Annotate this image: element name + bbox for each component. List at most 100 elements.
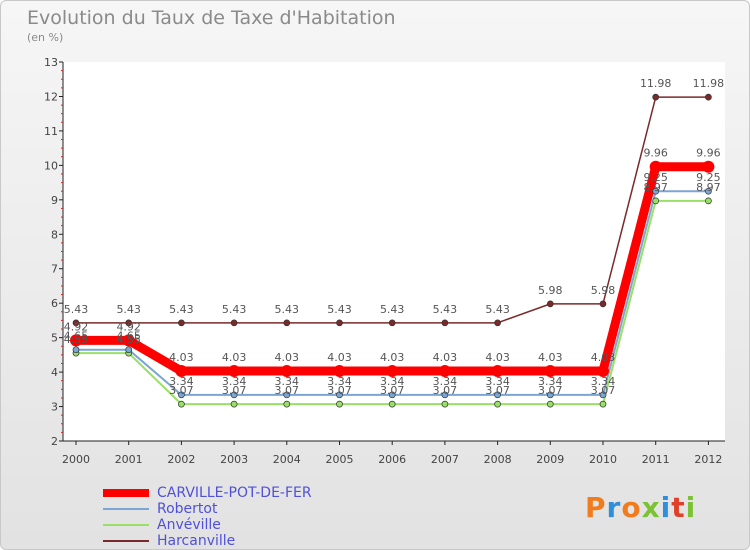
series-point <box>702 160 715 173</box>
series-point <box>280 365 293 378</box>
data-label: 4.55 <box>116 333 141 346</box>
data-label: 3.07 <box>327 384 352 397</box>
series-point <box>125 346 133 354</box>
data-label: 4.03 <box>275 351 300 364</box>
series-point <box>125 319 133 327</box>
x-tick-label: 2008 <box>484 453 512 466</box>
series-point <box>494 400 501 408</box>
y-tick-label: 5 <box>51 332 58 345</box>
y-tick-label: 2 <box>51 435 58 448</box>
data-label: 3.34 <box>169 375 194 388</box>
y-tick-label: 11 <box>44 125 58 138</box>
x-tick-label: 2005 <box>326 453 354 466</box>
data-label: 3.34 <box>591 375 616 388</box>
y-tick-label: 8 <box>51 228 58 241</box>
data-label: 9.96 <box>696 147 721 160</box>
series-point <box>544 365 557 378</box>
data-label: 4.92 <box>116 320 141 333</box>
series-point <box>283 391 291 399</box>
data-label: 3.07 <box>433 384 458 397</box>
x-tick-label: 2009 <box>536 453 564 466</box>
plot-area <box>63 62 725 441</box>
data-label: 5.43 <box>275 303 300 316</box>
data-label: 5.43 <box>380 303 405 316</box>
y-tick-label: 9 <box>51 194 58 207</box>
series-point <box>705 187 712 195</box>
data-label: 3.07 <box>275 384 300 397</box>
data-label: 4.55 <box>64 333 89 346</box>
data-label: 8.97 <box>643 181 668 194</box>
series-point <box>72 319 80 327</box>
data-label: 9.96 <box>643 147 668 160</box>
series-point <box>283 319 291 327</box>
data-label: 9.25 <box>643 171 668 184</box>
series-point <box>441 400 449 408</box>
legend-swatch <box>103 489 149 497</box>
series-point <box>599 391 607 399</box>
series-point <box>546 300 554 308</box>
data-label: 5.43 <box>169 303 194 316</box>
data-label: 4.03 <box>222 351 247 364</box>
data-label: 4.92 <box>64 320 89 333</box>
series-point <box>546 391 554 399</box>
legend-swatch <box>103 524 149 526</box>
data-label: 5.43 <box>433 303 458 316</box>
legend-label: Robertot <box>157 501 218 517</box>
series-point <box>388 400 396 408</box>
legend-label: Anvéville <box>157 517 221 533</box>
series-point <box>230 391 238 399</box>
data-label: 5.43 <box>485 303 510 316</box>
data-label: 4.65 <box>64 330 89 343</box>
x-tick-label: 2007 <box>431 453 459 466</box>
x-tick-label: 2011 <box>642 453 670 466</box>
series-point <box>230 319 238 327</box>
y-tick-label: 12 <box>44 90 58 103</box>
series-point <box>649 160 662 173</box>
chart-title: Evolution du Taux de Taxe d'Habitation <box>27 7 396 29</box>
data-label: 11.98 <box>640 77 672 90</box>
data-label: 4.65 <box>116 330 141 343</box>
data-label: 4.03 <box>485 351 510 364</box>
legend-item: Anvéville <box>103 517 312 533</box>
data-label: 9.25 <box>696 171 721 184</box>
series-point <box>546 400 554 408</box>
data-label: 3.34 <box>380 375 405 388</box>
data-label: 4.03 <box>327 351 352 364</box>
data-label: 4.03 <box>169 351 194 364</box>
data-label: 3.34 <box>485 375 510 388</box>
x-tick-label: 2001 <box>115 453 143 466</box>
data-label: 3.07 <box>591 384 616 397</box>
data-label: 3.34 <box>433 375 458 388</box>
data-label: 5.98 <box>538 284 563 297</box>
legend-item: Robertot <box>103 501 312 517</box>
x-tick-label: 2010 <box>589 453 617 466</box>
series-point <box>438 365 451 378</box>
series-point <box>494 391 501 399</box>
series-point <box>122 334 135 347</box>
data-label: 3.07 <box>222 384 247 397</box>
series-point <box>388 319 396 327</box>
x-tick-label: 2003 <box>220 453 248 466</box>
series-point <box>175 365 188 378</box>
series-point <box>597 365 609 378</box>
data-label: 3.34 <box>538 375 563 388</box>
data-label: 8.97 <box>696 181 721 194</box>
data-label: 5.43 <box>116 303 141 316</box>
y-tick-label: 10 <box>44 159 58 172</box>
data-label: 3.07 <box>538 384 563 397</box>
data-label: 3.07 <box>380 384 405 397</box>
series-point <box>72 346 80 354</box>
series-point <box>441 391 449 399</box>
series-point <box>333 365 346 378</box>
data-label: 3.07 <box>485 384 510 397</box>
series-point <box>336 400 343 408</box>
data-label: 3.07 <box>169 384 194 397</box>
data-label: 3.34 <box>327 375 352 388</box>
legend-label: Harcanville <box>157 533 236 549</box>
x-tick-label: 2000 <box>62 453 90 466</box>
legend: CARVILLE-POT-DE-FER Robertot Anvéville Harc… <box>103 485 312 549</box>
series-point <box>705 197 712 205</box>
series-point <box>441 319 449 327</box>
data-label: 5.43 <box>327 303 352 316</box>
